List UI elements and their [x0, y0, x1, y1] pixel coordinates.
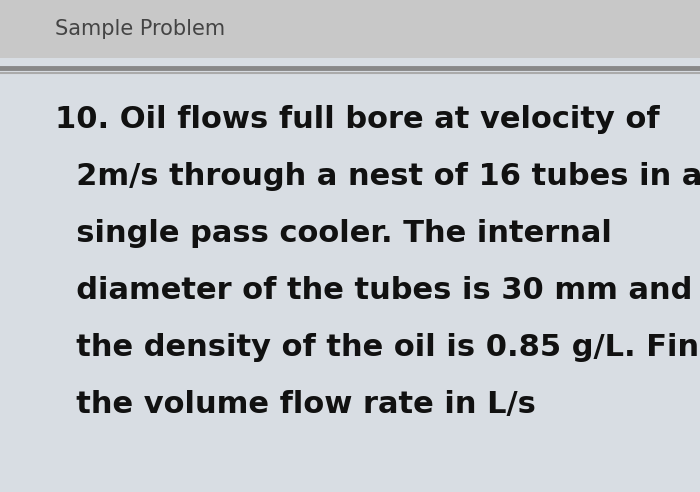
Text: Sample Problem: Sample Problem — [55, 19, 225, 39]
Text: diameter of the tubes is 30 mm and: diameter of the tubes is 30 mm and — [55, 276, 692, 305]
Text: 2m/s through a nest of 16 tubes in a: 2m/s through a nest of 16 tubes in a — [55, 162, 700, 191]
Text: the volume flow rate in L/s: the volume flow rate in L/s — [55, 390, 536, 419]
Text: 10. Oil flows full bore at velocity of: 10. Oil flows full bore at velocity of — [55, 105, 659, 134]
Text: single pass cooler. The internal: single pass cooler. The internal — [55, 219, 612, 248]
Text: the density of the oil is 0.85 g/L. Find: the density of the oil is 0.85 g/L. Find — [55, 333, 700, 362]
Bar — [0, 0, 700, 58]
